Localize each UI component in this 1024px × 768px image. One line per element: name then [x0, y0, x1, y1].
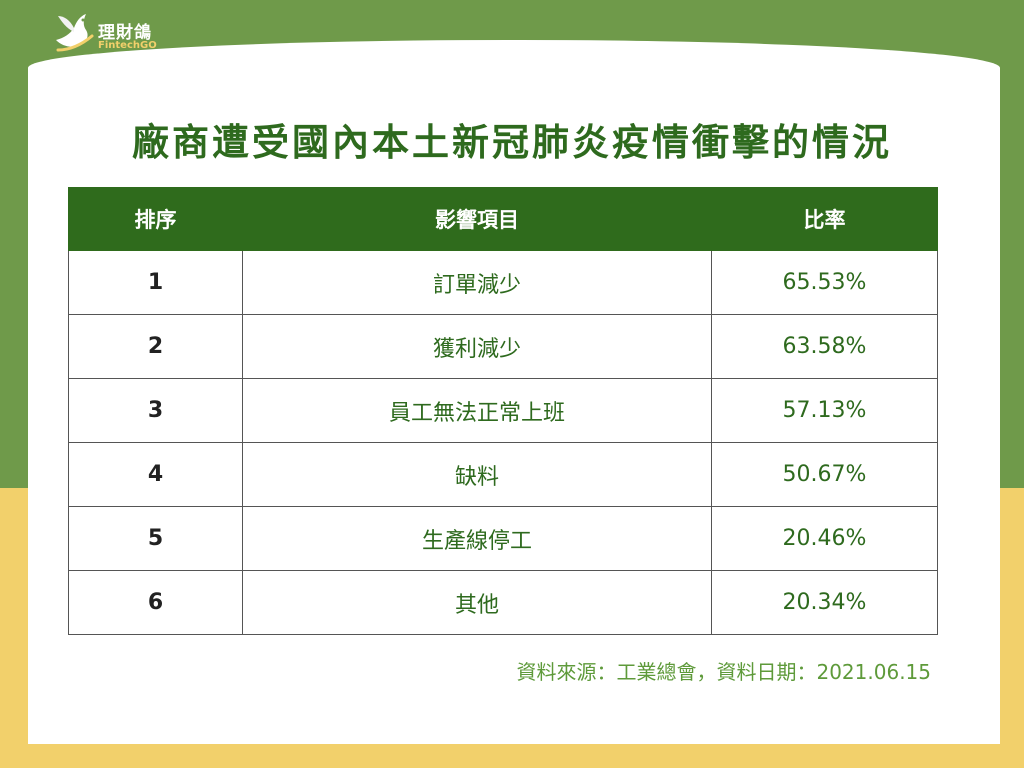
ratio-cell: 50.67%: [711, 442, 938, 507]
column-header-rank: 排序: [68, 187, 243, 251]
item-cell: 獲利減少: [242, 314, 712, 379]
item-cell: 訂單減少: [242, 250, 712, 315]
dove-icon: [56, 14, 94, 52]
item-cell: 員工無法正常上班: [242, 378, 712, 443]
page-title: 廠商遭受國內本土新冠肺炎疫情衝擊的情況: [132, 121, 892, 164]
table-row: 2 獲利減少 63.58%: [68, 314, 938, 379]
ratio-cell: 65.53%: [711, 250, 938, 315]
table-header-row: 排序 影響項目 比率: [68, 187, 938, 251]
brand-subtitle: FintechGO: [98, 40, 157, 51]
rank-cell: 1: [68, 250, 243, 315]
brand-name: 理財鴿: [98, 23, 152, 43]
rank-cell: 3: [68, 378, 243, 443]
rank-cell: 5: [68, 506, 243, 571]
table-row: 4 缺料 50.67%: [68, 442, 938, 507]
table-row: 5 生產線停工 20.46%: [68, 506, 938, 571]
column-header-ratio: 比率: [711, 187, 938, 251]
column-header-item: 影響項目: [242, 187, 712, 251]
ratio-cell: 63.58%: [711, 314, 938, 379]
rank-cell: 6: [68, 570, 243, 635]
item-cell: 其他: [242, 570, 712, 635]
ratio-cell: 57.13%: [711, 378, 938, 443]
ratio-cell: 20.34%: [711, 570, 938, 635]
table-row: 6 其他 20.34%: [68, 570, 938, 635]
table-row: 3 員工無法正常上班 57.13%: [68, 378, 938, 443]
rank-cell: 2: [68, 314, 243, 379]
item-cell: 生產線停工: [242, 506, 712, 571]
ratio-cell: 20.46%: [711, 506, 938, 571]
rank-cell: 4: [68, 442, 243, 507]
source-note: 資料來源：工業總會，資料日期：2021.06.15: [516, 660, 931, 684]
data-table: 排序 影響項目 比率 1 訂單減少 65.53% 2 獲利減少 63.58% 3…: [68, 187, 938, 635]
brand-logo: 理財鴿 FintechGO: [52, 10, 172, 60]
table-row: 1 訂單減少 65.53%: [68, 250, 938, 315]
item-cell: 缺料: [242, 442, 712, 507]
